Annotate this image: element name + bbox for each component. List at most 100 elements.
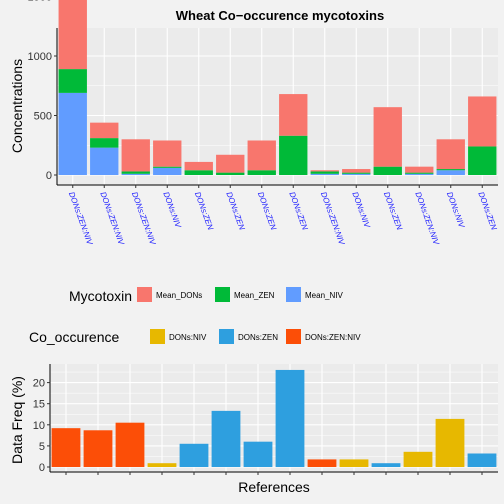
top-y-ticks: 0500100015002000 bbox=[28, 0, 58, 185]
bar-mean-dons bbox=[247, 140, 276, 171]
bar-mean-zen bbox=[247, 170, 276, 175]
freq-bar-dons-zen bbox=[243, 441, 273, 467]
bar-mean-zen bbox=[373, 166, 402, 175]
bar-mean-dons bbox=[436, 139, 465, 170]
bar-mean-zen bbox=[153, 166, 182, 168]
top-y-axis-label: Concentrations bbox=[9, 59, 25, 153]
bar-mean-niv bbox=[121, 173, 150, 175]
bar-mean-niv bbox=[436, 170, 465, 175]
bar-mean-zen bbox=[184, 170, 213, 175]
bottom-y-ticks: 0 5 10 15 20 bbox=[33, 364, 51, 474]
freq-bar-dons-zen bbox=[467, 453, 497, 467]
bar-mean-niv bbox=[405, 173, 434, 175]
bar-mean-zen bbox=[405, 172, 434, 174]
top-x-tick-label: DONs:ZEN bbox=[224, 191, 246, 232]
bottom-x-axis-label: References bbox=[238, 479, 310, 495]
bottom-y-tick-label: 10 bbox=[33, 420, 45, 432]
mycotoxin-legend-swatch bbox=[215, 287, 230, 302]
bar-mean-zen bbox=[121, 171, 150, 174]
freq-bar-dons-zen-niv bbox=[83, 430, 113, 467]
bottom-y-tick-label: 20 bbox=[33, 378, 45, 390]
bar-mean-dons bbox=[373, 107, 402, 167]
bar-mean-zen bbox=[436, 169, 465, 171]
bottom-y-tick-label: 0 bbox=[39, 462, 45, 474]
co-occurence-legend-title: Co_occurence bbox=[29, 329, 119, 345]
top-x-tick-label: DONs:ZEN:NIV bbox=[130, 191, 158, 247]
bar-mean-dons bbox=[216, 154, 245, 173]
bar-mean-zen bbox=[90, 138, 119, 148]
mycotoxin-legend-label: Mean_ZEN bbox=[234, 291, 275, 300]
bar-mean-niv bbox=[310, 173, 339, 175]
co-occurence-legend-swatch bbox=[286, 329, 301, 344]
bottom-y-tick-label: 5 bbox=[39, 441, 45, 453]
freq-bar-dons-niv bbox=[403, 451, 433, 467]
freq-bar-dons-zen bbox=[275, 369, 305, 467]
top-x-tick-label: DONs:NIV bbox=[161, 191, 182, 230]
bar-mean-dons bbox=[310, 170, 339, 172]
co-occurence-legend-swatch bbox=[150, 329, 165, 344]
bar-mean-dons bbox=[468, 96, 497, 147]
freq-bar-dons-niv bbox=[339, 459, 369, 467]
top-x-tick-label: DONs:ZEN bbox=[476, 191, 498, 232]
freq-bar-dons-niv bbox=[147, 463, 177, 467]
freq-bar-dons-zen-niv bbox=[51, 428, 81, 467]
bottom-y-axis-label: Data Freq (%) bbox=[9, 376, 25, 464]
bar-mean-zen bbox=[468, 146, 497, 175]
freq-bar-dons-zen bbox=[371, 463, 401, 467]
top-x-tick-label: DONs:ZEN bbox=[287, 191, 309, 232]
top-x-tick-label: DONs:ZEN bbox=[193, 191, 215, 232]
bar-mean-dons bbox=[121, 139, 150, 172]
co-occurence-legend-label: DONs:ZEN bbox=[238, 333, 278, 342]
bottom-x-ticks bbox=[50, 471, 498, 475]
bar-mean-niv bbox=[342, 173, 371, 175]
bar-mean-niv bbox=[90, 147, 119, 175]
top-x-tick-label: DONs:NIV bbox=[350, 191, 371, 230]
top-x-tick-label: DONs:ZEN bbox=[382, 191, 404, 232]
mycotoxin-legend: Mycotoxin Mean_DONs Mean_ZEN Mean_NIV bbox=[69, 286, 343, 304]
top-x-tick-label: DONs:ZEN bbox=[256, 191, 278, 232]
mycotoxin-legend-title: Mycotoxin bbox=[69, 288, 132, 304]
mycotoxin-legend-swatch bbox=[286, 287, 301, 302]
top-y-tick-label: 500 bbox=[34, 111, 52, 123]
bar-mean-zen bbox=[216, 172, 245, 175]
bar-mean-dons bbox=[90, 122, 119, 139]
co-occurence-legend: Co_occurence DONs:NIV DONs:ZEN DONs:ZEN:NI… bbox=[29, 328, 361, 345]
bar-mean-dons bbox=[184, 161, 213, 171]
bar-mean-niv bbox=[58, 92, 87, 175]
bar-mean-zen bbox=[279, 135, 308, 175]
freq-bar-dons-zen-niv bbox=[307, 459, 337, 467]
top-y-tick-label: 1500 bbox=[28, 0, 52, 4]
bar-mean-dons bbox=[153, 140, 182, 167]
bottom-bars bbox=[51, 369, 497, 467]
top-y-tick-label: 0 bbox=[46, 170, 52, 182]
mycotoxin-legend-swatch bbox=[137, 287, 152, 302]
bar-mean-niv bbox=[153, 167, 182, 175]
mycotoxin-legend-label: Mean_DONs bbox=[156, 291, 202, 300]
co-occurence-legend-label: DONs:ZEN:NIV bbox=[305, 333, 361, 342]
freq-bar-dons-niv bbox=[435, 418, 465, 467]
bar-mean-dons bbox=[405, 166, 434, 173]
top-x-tick-label: DONs:ZEN:NIV bbox=[98, 191, 126, 247]
top-x-tick-label: DONs:NIV bbox=[445, 191, 466, 230]
co-occurence-legend-swatch bbox=[219, 329, 234, 344]
bar-mean-dons bbox=[342, 169, 371, 173]
top-x-tick-label: DONs:ZEN:NIV bbox=[413, 191, 441, 247]
bottom-y-tick-label: 15 bbox=[33, 399, 45, 411]
mycotoxin-legend-label: Mean_NIV bbox=[305, 291, 343, 300]
top-x-ticks: DONs:ZEN:NIV DONs:ZEN:NIV DONs:ZEN:NIV DONs… bbox=[57, 184, 499, 247]
bar-mean-zen bbox=[310, 171, 339, 174]
bar-mean-zen bbox=[58, 69, 87, 93]
bar-mean-dons bbox=[58, 0, 87, 70]
freq-bar-dons-zen bbox=[211, 410, 241, 467]
bar-mean-dons bbox=[279, 94, 308, 136]
bar-mean-zen bbox=[342, 172, 371, 174]
top-x-tick-label: DONs:ZEN:NIV bbox=[67, 191, 95, 247]
top-chart-title: Wheat Co−occurence mycotoxins bbox=[176, 8, 384, 23]
freq-bar-dons-zen bbox=[179, 443, 209, 467]
top-x-tick-label: DONs:ZEN:NIV bbox=[319, 191, 347, 247]
top-bars bbox=[58, 0, 497, 175]
top-y-tick-label: 1000 bbox=[28, 51, 52, 63]
co-occurence-legend-label: DONs:NIV bbox=[169, 333, 207, 342]
